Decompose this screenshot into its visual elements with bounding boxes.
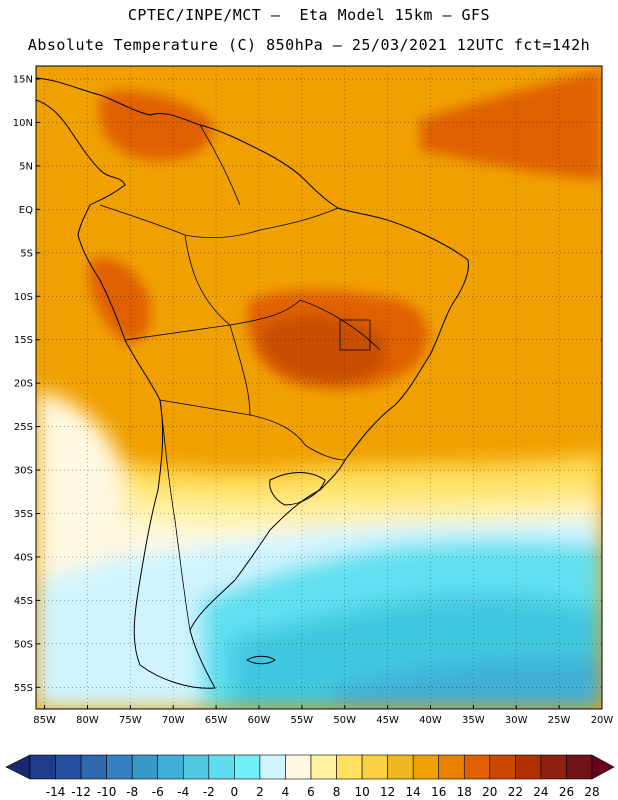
colorbar-swatch <box>29 754 56 780</box>
lat-label: 20S <box>14 379 33 390</box>
colorbar-swatch <box>208 754 235 780</box>
colorbar-labels: -14 -12 -10 -8 -6 -4 -2 0 2 4 6 8 10 12 14 16 18 20 22 24 26… <box>46 785 600 799</box>
map-frame <box>35 65 603 710</box>
colorbar-label: -10 <box>97 785 117 799</box>
colorbar-label: -4 <box>177 785 189 799</box>
colorbar-swatch <box>361 754 388 780</box>
lat-label: 25S <box>14 422 33 433</box>
colorbar-swatch <box>234 754 261 780</box>
colorbar-swatch <box>80 754 107 780</box>
lat-label: 10S <box>14 292 33 303</box>
lat-label: 5S <box>20 248 33 259</box>
colorbar-swatch <box>387 754 414 780</box>
lat-label: 50S <box>14 639 33 650</box>
lat-label: 35S <box>14 509 33 520</box>
coastline <box>36 77 469 689</box>
lat-label: 15S <box>14 335 33 346</box>
colorbar-swatch <box>336 754 363 780</box>
colorbar-label: 26 <box>559 785 574 799</box>
temperature-field <box>36 66 602 709</box>
colorbar-label: -12 <box>71 785 91 799</box>
colorbar-label: -6 <box>152 785 164 799</box>
map-title-line-2: Absolute Temperature (C) 850hPa – 25/03/… <box>27 36 591 54</box>
colorbar-label: 28 <box>584 785 599 799</box>
colorbar <box>5 754 615 780</box>
lon-label: 70W <box>162 715 185 726</box>
colorbar-label: 20 <box>482 785 497 799</box>
warm-core-andes-slope <box>89 257 151 343</box>
lon-label: 60W <box>248 715 271 726</box>
lat-label: 55S <box>14 683 33 694</box>
country-borders <box>99 124 381 631</box>
colorbar-label: 16 <box>431 785 446 799</box>
colorbar-swatch <box>566 754 593 780</box>
lon-label: 55W <box>291 715 314 726</box>
lon-label: 75W <box>119 715 142 726</box>
lat-label: EQ <box>19 205 33 216</box>
colorbar-swatch <box>438 754 465 780</box>
lon-label: 25W <box>548 715 571 726</box>
warm-core-atlantic-ne <box>420 70 602 180</box>
colorbar-label: 24 <box>533 785 548 799</box>
hot-core-brazil <box>260 315 387 383</box>
lat-label: 5N <box>19 161 33 172</box>
colorbar-label: 0 <box>231 785 239 799</box>
colorbar-swatch <box>489 754 516 780</box>
lon-label: 40W <box>419 715 442 726</box>
lon-label: 35W <box>462 715 485 726</box>
colorbar-swatch <box>131 754 159 780</box>
colorbar-label: 12 <box>380 785 395 799</box>
lon-label: 45W <box>376 715 399 726</box>
lon-label: 50W <box>333 715 356 726</box>
colorbar-label: 2 <box>256 785 264 799</box>
lon-label: 80W <box>76 715 99 726</box>
lon-label: 30W <box>505 715 528 726</box>
colorbar-label: -2 <box>203 785 215 799</box>
latitude-labels: 15N 10N 5N EQ 5S 10S 15S 20S 25S 30S 35S 40S 45S 50S 5… <box>13 75 40 694</box>
longitude-labels: 85W 80W 75W 70W 65W 60W 55W 50W 45W 40W 35W 30W 25W 2… <box>33 705 613 726</box>
map-title-line-1: CPTEC/INPE/MCT – Eta Model 15km – GFS <box>127 6 491 24</box>
colorbar-label: 8 <box>333 785 341 799</box>
lon-label: 85W <box>33 715 56 726</box>
colorbar-swatch <box>157 754 184 780</box>
band-cold-blue <box>330 659 602 709</box>
colorbar-label: 10 <box>354 785 369 799</box>
colorbar-swatch <box>182 754 210 780</box>
colorbar-label: 22 <box>508 785 523 799</box>
colorbar-label: 6 <box>307 785 315 799</box>
colorbar-swatch <box>55 754 82 780</box>
colorbar-label: -14 <box>46 785 66 799</box>
colorbar-swatch <box>310 754 337 780</box>
lat-label: 10N <box>13 118 33 129</box>
lat-label: 40S <box>14 552 33 563</box>
colorbar-swatch <box>463 754 491 780</box>
lat-label: 15N <box>13 75 33 86</box>
colorbar-swatch <box>106 754 133 780</box>
colorbar-swatch <box>515 754 542 780</box>
colorbar-swatch <box>259 754 286 780</box>
lon-label: 20W <box>591 715 614 726</box>
colorbar-high-arrow <box>591 754 615 780</box>
colorbar-swatch <box>412 754 440 780</box>
lat-label: 45S <box>14 596 33 607</box>
colorbar-label: 14 <box>406 785 421 799</box>
lon-label: 65W <box>205 715 228 726</box>
band-west-pale <box>36 390 124 580</box>
colorbar-label: 4 <box>282 785 290 799</box>
colorbar-swatch <box>285 754 312 780</box>
warm-core-caribbean <box>99 91 213 160</box>
colorbar-label: -8 <box>126 785 138 799</box>
colorbar-low-arrow <box>5 754 31 780</box>
colorbar-label: 18 <box>457 785 472 799</box>
colorbar-swatch <box>540 754 567 780</box>
lat-label: 30S <box>14 466 33 477</box>
